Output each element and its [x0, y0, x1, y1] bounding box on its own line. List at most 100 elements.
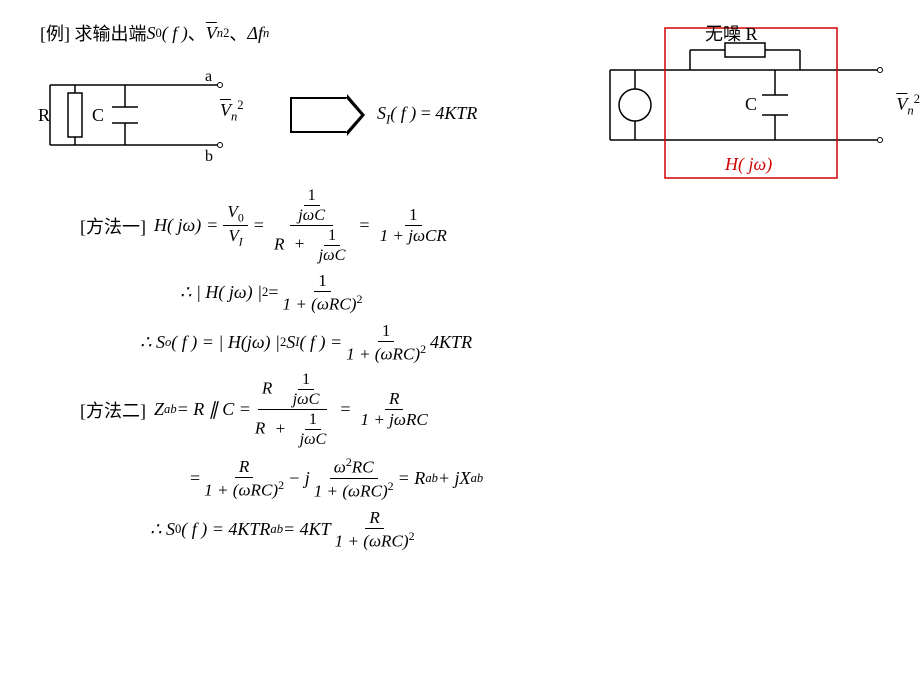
- m1v0: V: [227, 202, 237, 221]
- left-circuit: R C a b: [30, 65, 230, 165]
- svg-text:C: C: [745, 94, 757, 114]
- svg-text:a: a: [205, 68, 212, 85]
- m2l2ads: 2: [278, 478, 284, 492]
- m1l3ma: ( f ) =: [299, 332, 342, 353]
- m1-line3: ∴ So ( f ) = | H(jω) |2 SI( f ) = 1 1 + …: [140, 321, 880, 365]
- m2d1p: +: [270, 419, 292, 438]
- m1l3n: 1: [378, 321, 395, 342]
- m1l3d: 1 + (ωRC): [346, 344, 420, 363]
- m1vis: I: [239, 234, 243, 248]
- m2n1a: R: [262, 379, 272, 398]
- m2rd: 1 + jωRC: [357, 410, 432, 430]
- m1l3m: S: [286, 332, 295, 353]
- m2-line2: = R 1 + (ωRC)2 − j ω2RC 1 + (ωRC)2 = Rab…: [190, 455, 880, 501]
- sep1: 、: [188, 20, 206, 46]
- circuits-row: R C a b Vn2 SI( f ) = 4KTR: [40, 50, 880, 180]
- m2d1b: 1: [305, 410, 321, 430]
- m1-label: [方法一]: [80, 213, 146, 239]
- t3: Δf: [247, 23, 263, 44]
- m1l3ds: 2: [420, 342, 426, 356]
- m2f1: R 1jωC R + 1jωC: [251, 370, 334, 449]
- m1l2ds: 2: [356, 292, 362, 306]
- m2l2bn: ω: [334, 458, 346, 477]
- m2m1: = R ∥ C =: [177, 399, 251, 420]
- m2l2f2: ω2RC 1 + (ωRC)2: [310, 455, 398, 501]
- arrow-icon: [290, 97, 347, 133]
- m2-label: [方法二]: [80, 397, 146, 423]
- m1d2: jωC: [315, 246, 350, 265]
- title-prefix: [例] 求输出端: [40, 20, 147, 46]
- m2l2bn2: RC: [352, 458, 374, 477]
- m2t: = R: [398, 468, 426, 489]
- m2n1b: 1: [298, 370, 314, 390]
- m2l2an: R: [235, 457, 253, 478]
- m1-line1: [方法一] H( jω) = V0 VI = 1jωC R + 1jωC = 1…: [80, 186, 880, 265]
- m2l3s2: ab: [270, 522, 283, 537]
- m1n2: 1: [324, 226, 340, 246]
- svg-text:C: C: [92, 105, 104, 125]
- right-circuit: C 无噪 R H( jω): [600, 20, 890, 185]
- m2l3f: R 1 + (ωRC)2: [331, 508, 419, 552]
- m1l2n: 1: [314, 271, 331, 292]
- svg-text:R: R: [38, 105, 50, 125]
- svg-text:无噪 R: 无噪 R: [705, 24, 758, 44]
- lvnp: 2: [237, 98, 243, 112]
- t2bar: V: [206, 23, 217, 44]
- m2l2f1: R 1 + (ωRC)2: [200, 457, 288, 501]
- m1v0s: 0: [238, 210, 244, 224]
- m1l3p: ∴ S: [140, 332, 165, 353]
- t1arg: ( f ): [162, 23, 188, 44]
- m2l3d: 1 + (ωRC): [335, 531, 409, 550]
- m1l3a: ( f ) = | H(jω) |: [171, 332, 280, 353]
- m2d1a: R: [255, 419, 265, 438]
- sep2: 、: [229, 20, 247, 46]
- m1-eq1: =: [201, 215, 223, 236]
- m2l2e: =: [190, 468, 200, 489]
- m2-line1: [方法二] Zab = R ∥ C = R 1jωC R + 1jωC = R …: [80, 370, 880, 449]
- m2l3m: = 4KT: [283, 519, 331, 540]
- m1vi: V: [228, 226, 238, 245]
- m2l3a: ( f ) = 4KTR: [181, 519, 270, 540]
- svg-text:H( jω): H( jω): [724, 154, 772, 175]
- source-eq: SI( f ) = 4KTR: [377, 103, 477, 128]
- m1l2d: 1 + (ωRC): [283, 295, 357, 314]
- m2rn: R: [385, 389, 403, 410]
- left-vn: Vn2: [220, 98, 244, 125]
- right-circuit-box: C 无噪 R H( jω) Vn2: [600, 20, 890, 190]
- m2ts2: ab: [471, 471, 484, 486]
- se-eq: =: [416, 103, 435, 123]
- lvn: V: [220, 100, 231, 120]
- m2l3p: ∴ S: [150, 519, 175, 540]
- m1l3t: 4KTR: [430, 332, 472, 353]
- m1n1: 1: [304, 186, 320, 206]
- t3sub: n: [263, 26, 269, 41]
- m1rn: 1: [405, 205, 422, 226]
- m1l2e: =: [268, 282, 278, 303]
- m2l2ad: 1 + (ωRC): [204, 480, 278, 499]
- m1d1: jωC: [294, 206, 329, 225]
- m1-H: H( jω): [154, 215, 201, 236]
- rvnp: 2: [914, 92, 920, 106]
- m1-f3: 1 1 + jωCR: [376, 205, 451, 246]
- m1-f1: V0 VI: [223, 202, 247, 250]
- m1l2p: ∴ | H( jω) |: [180, 282, 262, 303]
- m1R: R: [274, 234, 284, 253]
- m2ts1: ab: [425, 471, 438, 486]
- m2f2: R 1 + jωRC: [357, 389, 432, 430]
- m2l3ds: 2: [409, 529, 415, 543]
- m1l3f: 1 1 + (ωRC)2: [342, 321, 430, 365]
- m2eq1: =: [334, 399, 356, 420]
- t1a: S: [147, 23, 156, 44]
- right-vn: Vn2: [896, 92, 920, 119]
- se-r: 4KTR: [435, 103, 477, 123]
- m1l2f: 1 1 + (ωRC)2: [279, 271, 367, 315]
- m1p: +: [289, 234, 311, 253]
- m2t2: + jX: [438, 468, 471, 489]
- m2d1c: jωC: [296, 430, 331, 449]
- svg-text:b: b: [205, 148, 213, 165]
- m1-eq2: =: [248, 215, 270, 236]
- m1-line2: ∴ | H( jω) | 2 = 1 1 + (ωRC)2: [180, 271, 880, 315]
- m1-f2: 1jωC R + 1jωC: [270, 186, 353, 265]
- rvn: V: [896, 94, 907, 114]
- se-la: ( f ): [390, 103, 416, 123]
